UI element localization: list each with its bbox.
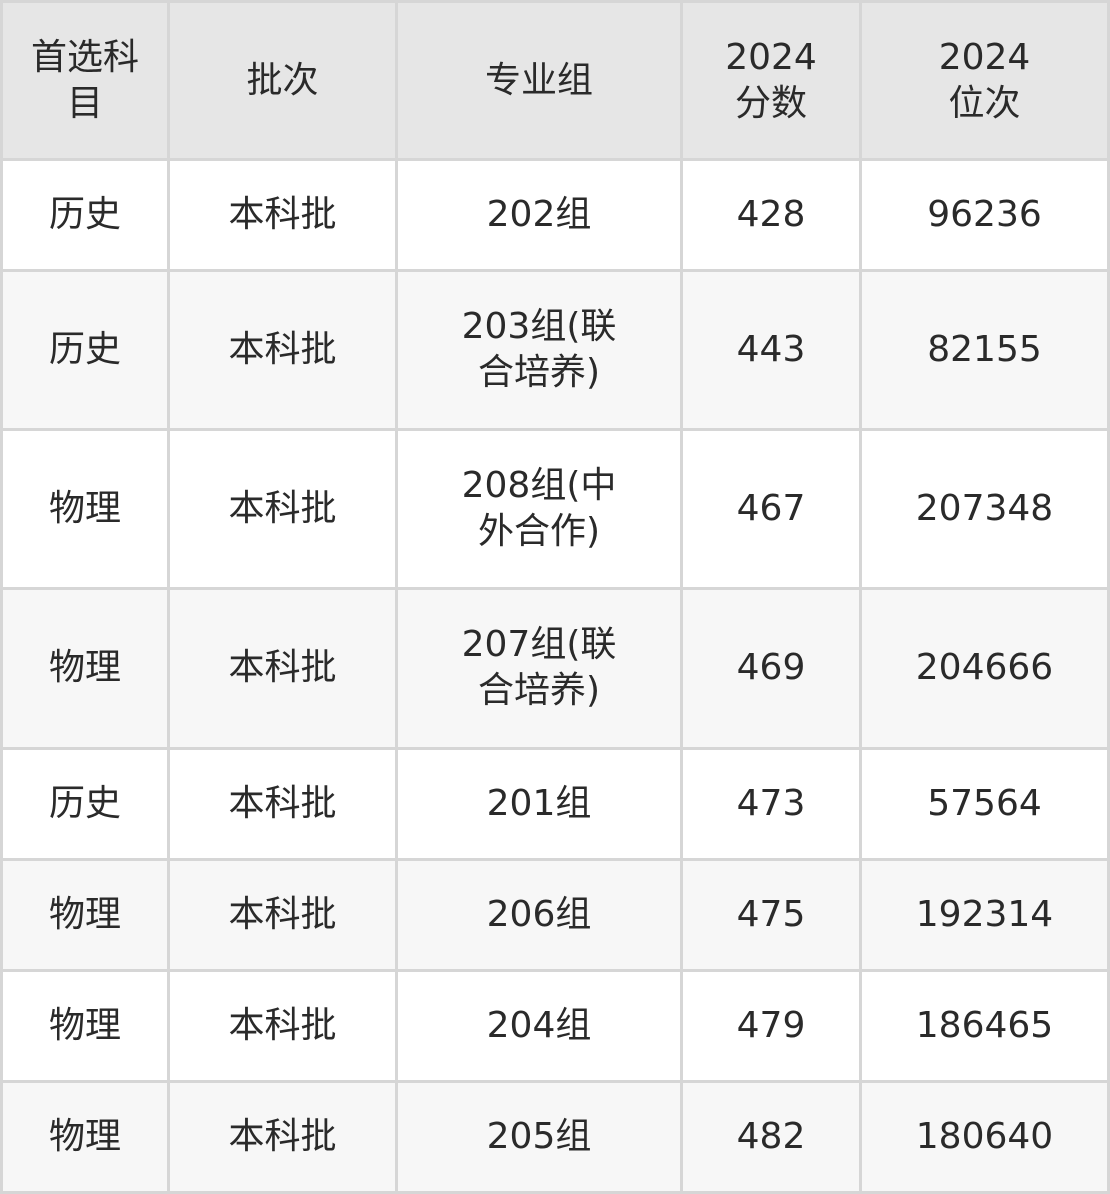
cell-subject: 历史 <box>3 749 167 858</box>
cell-subject: 物理 <box>3 860 167 969</box>
cell-score: 473 <box>683 749 859 858</box>
header-group: 专业组 <box>398 3 680 158</box>
cell-score: 428 <box>683 161 859 270</box>
cell-group: 204组 <box>398 971 680 1080</box>
table-row: 物理 本科批 207组(联合培养) 469 204666 <box>3 590 1107 747</box>
cell-rank: 204666 <box>862 590 1107 747</box>
table-row: 历史 本科批 202组 428 96236 <box>3 161 1107 270</box>
header-score: 2024分数 <box>683 3 859 158</box>
cell-score: 479 <box>683 971 859 1080</box>
cell-subject: 历史 <box>3 161 167 270</box>
table-row: 物理 本科批 208组(中外合作) 467 207348 <box>3 431 1107 588</box>
cell-batch: 本科批 <box>170 161 395 270</box>
cell-group: 202组 <box>398 161 680 270</box>
cell-score: 467 <box>683 431 859 588</box>
cell-subject: 物理 <box>3 1082 167 1191</box>
cell-rank: 180640 <box>862 1082 1107 1191</box>
table-row: 历史 本科批 201组 473 57564 <box>3 749 1107 858</box>
header-rank: 2024位次 <box>862 3 1107 158</box>
cell-group: 206组 <box>398 860 680 969</box>
cell-group: 203组(联合培养) <box>398 272 680 429</box>
header-batch: 批次 <box>170 3 395 158</box>
cell-batch: 本科批 <box>170 590 395 747</box>
table-row: 物理 本科批 206组 475 192314 <box>3 860 1107 969</box>
header-subject: 首选科目 <box>3 3 167 158</box>
table-row: 物理 本科批 205组 482 180640 <box>3 1082 1107 1191</box>
cell-score: 475 <box>683 860 859 969</box>
cell-batch: 本科批 <box>170 431 395 588</box>
cell-subject: 物理 <box>3 590 167 747</box>
cell-rank: 186465 <box>862 971 1107 1080</box>
cell-group: 205组 <box>398 1082 680 1191</box>
cell-subject: 历史 <box>3 272 167 429</box>
cell-batch: 本科批 <box>170 1082 395 1191</box>
cell-group: 201组 <box>398 749 680 858</box>
cell-rank: 192314 <box>862 860 1107 969</box>
table-row: 历史 本科批 203组(联合培养) 443 82155 <box>3 272 1107 429</box>
cell-score: 469 <box>683 590 859 747</box>
cell-batch: 本科批 <box>170 749 395 858</box>
cell-rank: 57564 <box>862 749 1107 858</box>
header-row: 首选科目 批次 专业组 2024分数 2024位次 <box>3 3 1107 158</box>
cell-rank: 82155 <box>862 272 1107 429</box>
cell-batch: 本科批 <box>170 860 395 969</box>
cell-rank: 207348 <box>862 431 1107 588</box>
cell-batch: 本科批 <box>170 971 395 1080</box>
cell-subject: 物理 <box>3 971 167 1080</box>
cell-score: 482 <box>683 1082 859 1191</box>
cell-batch: 本科批 <box>170 272 395 429</box>
cell-group: 207组(联合培养) <box>398 590 680 747</box>
cell-rank: 96236 <box>862 161 1107 270</box>
table-row: 物理 本科批 204组 479 186465 <box>3 971 1107 1080</box>
cell-score: 443 <box>683 272 859 429</box>
cell-subject: 物理 <box>3 431 167 588</box>
cell-group: 208组(中外合作) <box>398 431 680 588</box>
